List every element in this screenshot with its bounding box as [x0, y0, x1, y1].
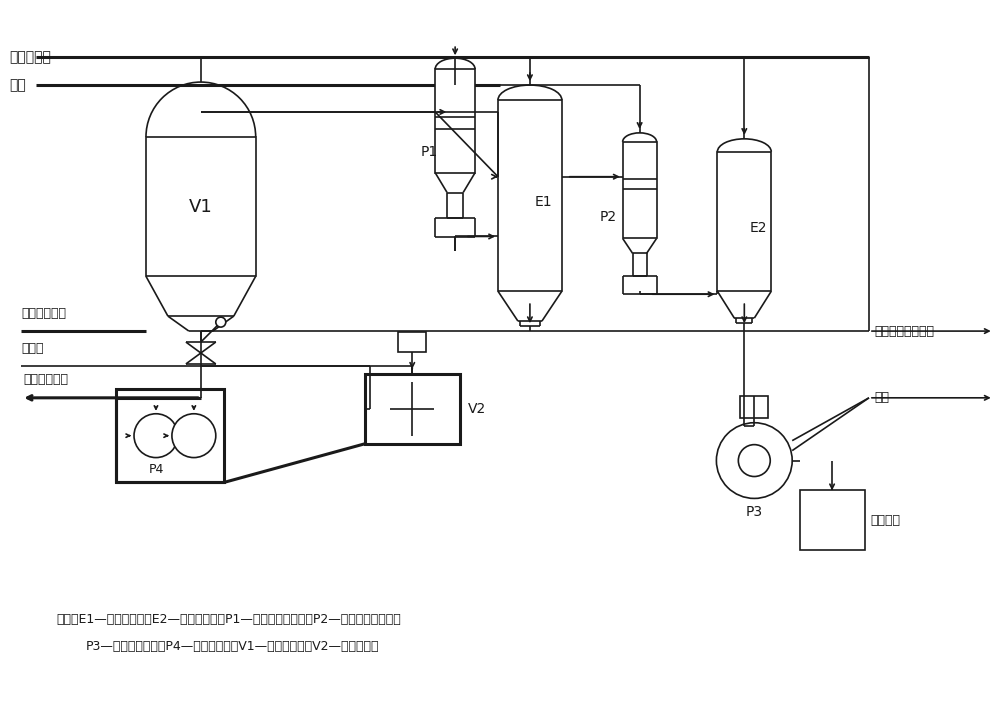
Bar — [116, 389, 224, 482]
Text: P2: P2 — [600, 210, 617, 224]
Text: P3: P3 — [746, 505, 763, 520]
Bar — [435, 69, 475, 173]
Text: E2: E2 — [749, 222, 767, 236]
Bar — [740, 396, 768, 418]
Bar — [398, 332, 426, 352]
Bar — [800, 491, 865, 550]
Text: 工艺水: 工艺水 — [21, 342, 44, 354]
Text: V1: V1 — [189, 198, 213, 215]
Circle shape — [716, 423, 792, 498]
Bar — [146, 137, 256, 276]
Text: 循环冷凝水: 循环冷凝水 — [9, 50, 51, 64]
Bar — [623, 142, 657, 239]
Text: 图中：E1—一级冷凝器；E2—二级冷凝器；P1—一级蜀汽喷射器；P2—二级蜀汽喷射器；: 图中：E1—一级冷凝器；E2—二级冷凝器；P1—一级蜀汽喷射器；P2—二级蜀汽喷… — [56, 614, 401, 626]
Text: 循环水回循环水槽: 循环水回循环水槽 — [874, 325, 934, 337]
Text: 鑂液来自沉降: 鑂液来自沉降 — [21, 306, 66, 320]
Text: 结晶料去过滤: 结晶料去过滤 — [23, 373, 68, 386]
Text: P3—水环式真空泵；P4—结晶转料泵；V1—真空结晶器；V2—结晶料浆槽: P3—水环式真空泵；P4—结晶转料泵；V1—真空结晶器；V2—结晶料浆槽 — [86, 640, 380, 653]
Bar — [365, 374, 460, 443]
Text: 去收集槽: 去收集槽 — [870, 514, 900, 527]
Text: E1: E1 — [535, 195, 553, 208]
Circle shape — [216, 317, 226, 327]
Text: P4: P4 — [148, 463, 164, 476]
Circle shape — [738, 445, 770, 477]
Text: 排空: 排空 — [874, 391, 889, 405]
Text: V2: V2 — [468, 402, 486, 416]
Bar — [498, 100, 562, 292]
Bar — [717, 152, 771, 292]
Circle shape — [172, 414, 216, 457]
Circle shape — [134, 414, 178, 457]
Text: 蜀汽: 蜀汽 — [9, 78, 26, 92]
Text: P1: P1 — [420, 145, 437, 159]
